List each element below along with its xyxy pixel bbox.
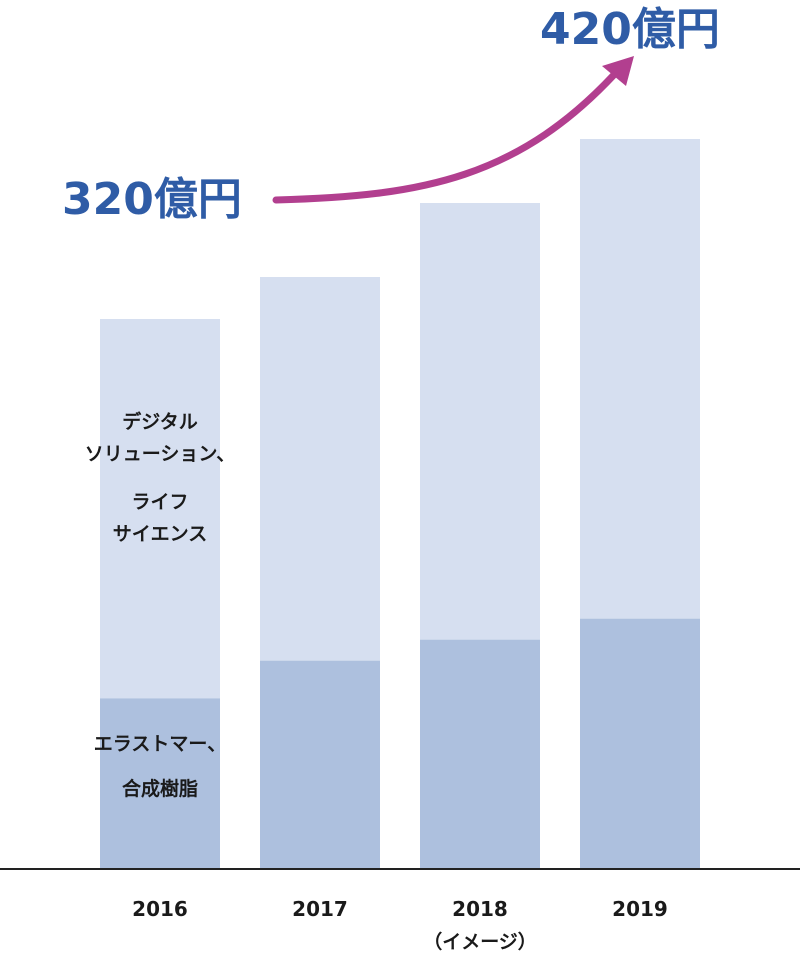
- upper-series-label-line-1: デジタル: [122, 410, 198, 433]
- bar-2016-upper-segment: [100, 319, 220, 699]
- growth-arrowhead: [602, 56, 634, 86]
- x-tick-label-2019: 2019: [612, 897, 668, 921]
- lower-series-label-line-1: エラストマー、: [94, 733, 226, 755]
- upper-series-label-line-3: ライフ: [131, 491, 188, 513]
- growth-annotation: 320億円 420億円: [62, 4, 720, 225]
- bar-2017-lower-segment: [260, 660, 380, 869]
- growth-arrow: [272, 62, 626, 204]
- bar-2019-upper-segment: [580, 139, 700, 619]
- bar-2018-lower-segment: [420, 639, 540, 869]
- upper-series-label-line-2: ソリューション、: [85, 443, 235, 465]
- x-tick-sublabel-2018: （イメージ）: [423, 930, 537, 953]
- bar-2017-upper-segment: [260, 277, 380, 661]
- x-tick-label-2017: 2017: [292, 897, 348, 921]
- lower-series-label-line-2: 合成樹脂: [122, 777, 198, 800]
- start-value-label: 320億円: [62, 174, 242, 225]
- x-tick-label-2016: 2016: [132, 897, 188, 921]
- bar-2018-upper-segment: [420, 203, 540, 640]
- bars-layer: [100, 139, 700, 869]
- bar-2019-lower-segment: [580, 618, 700, 869]
- upper-series-label-line-4: サイエンス: [113, 523, 207, 545]
- bar-2016-lower-segment: [100, 698, 220, 869]
- labels-layer: 2016 2017 2018 （イメージ） 2019 デジタルソリューション、ライフサイエ…: [85, 410, 668, 953]
- end-value-label: 420億円: [540, 4, 720, 55]
- x-tick-label-2018: 2018: [452, 897, 508, 921]
